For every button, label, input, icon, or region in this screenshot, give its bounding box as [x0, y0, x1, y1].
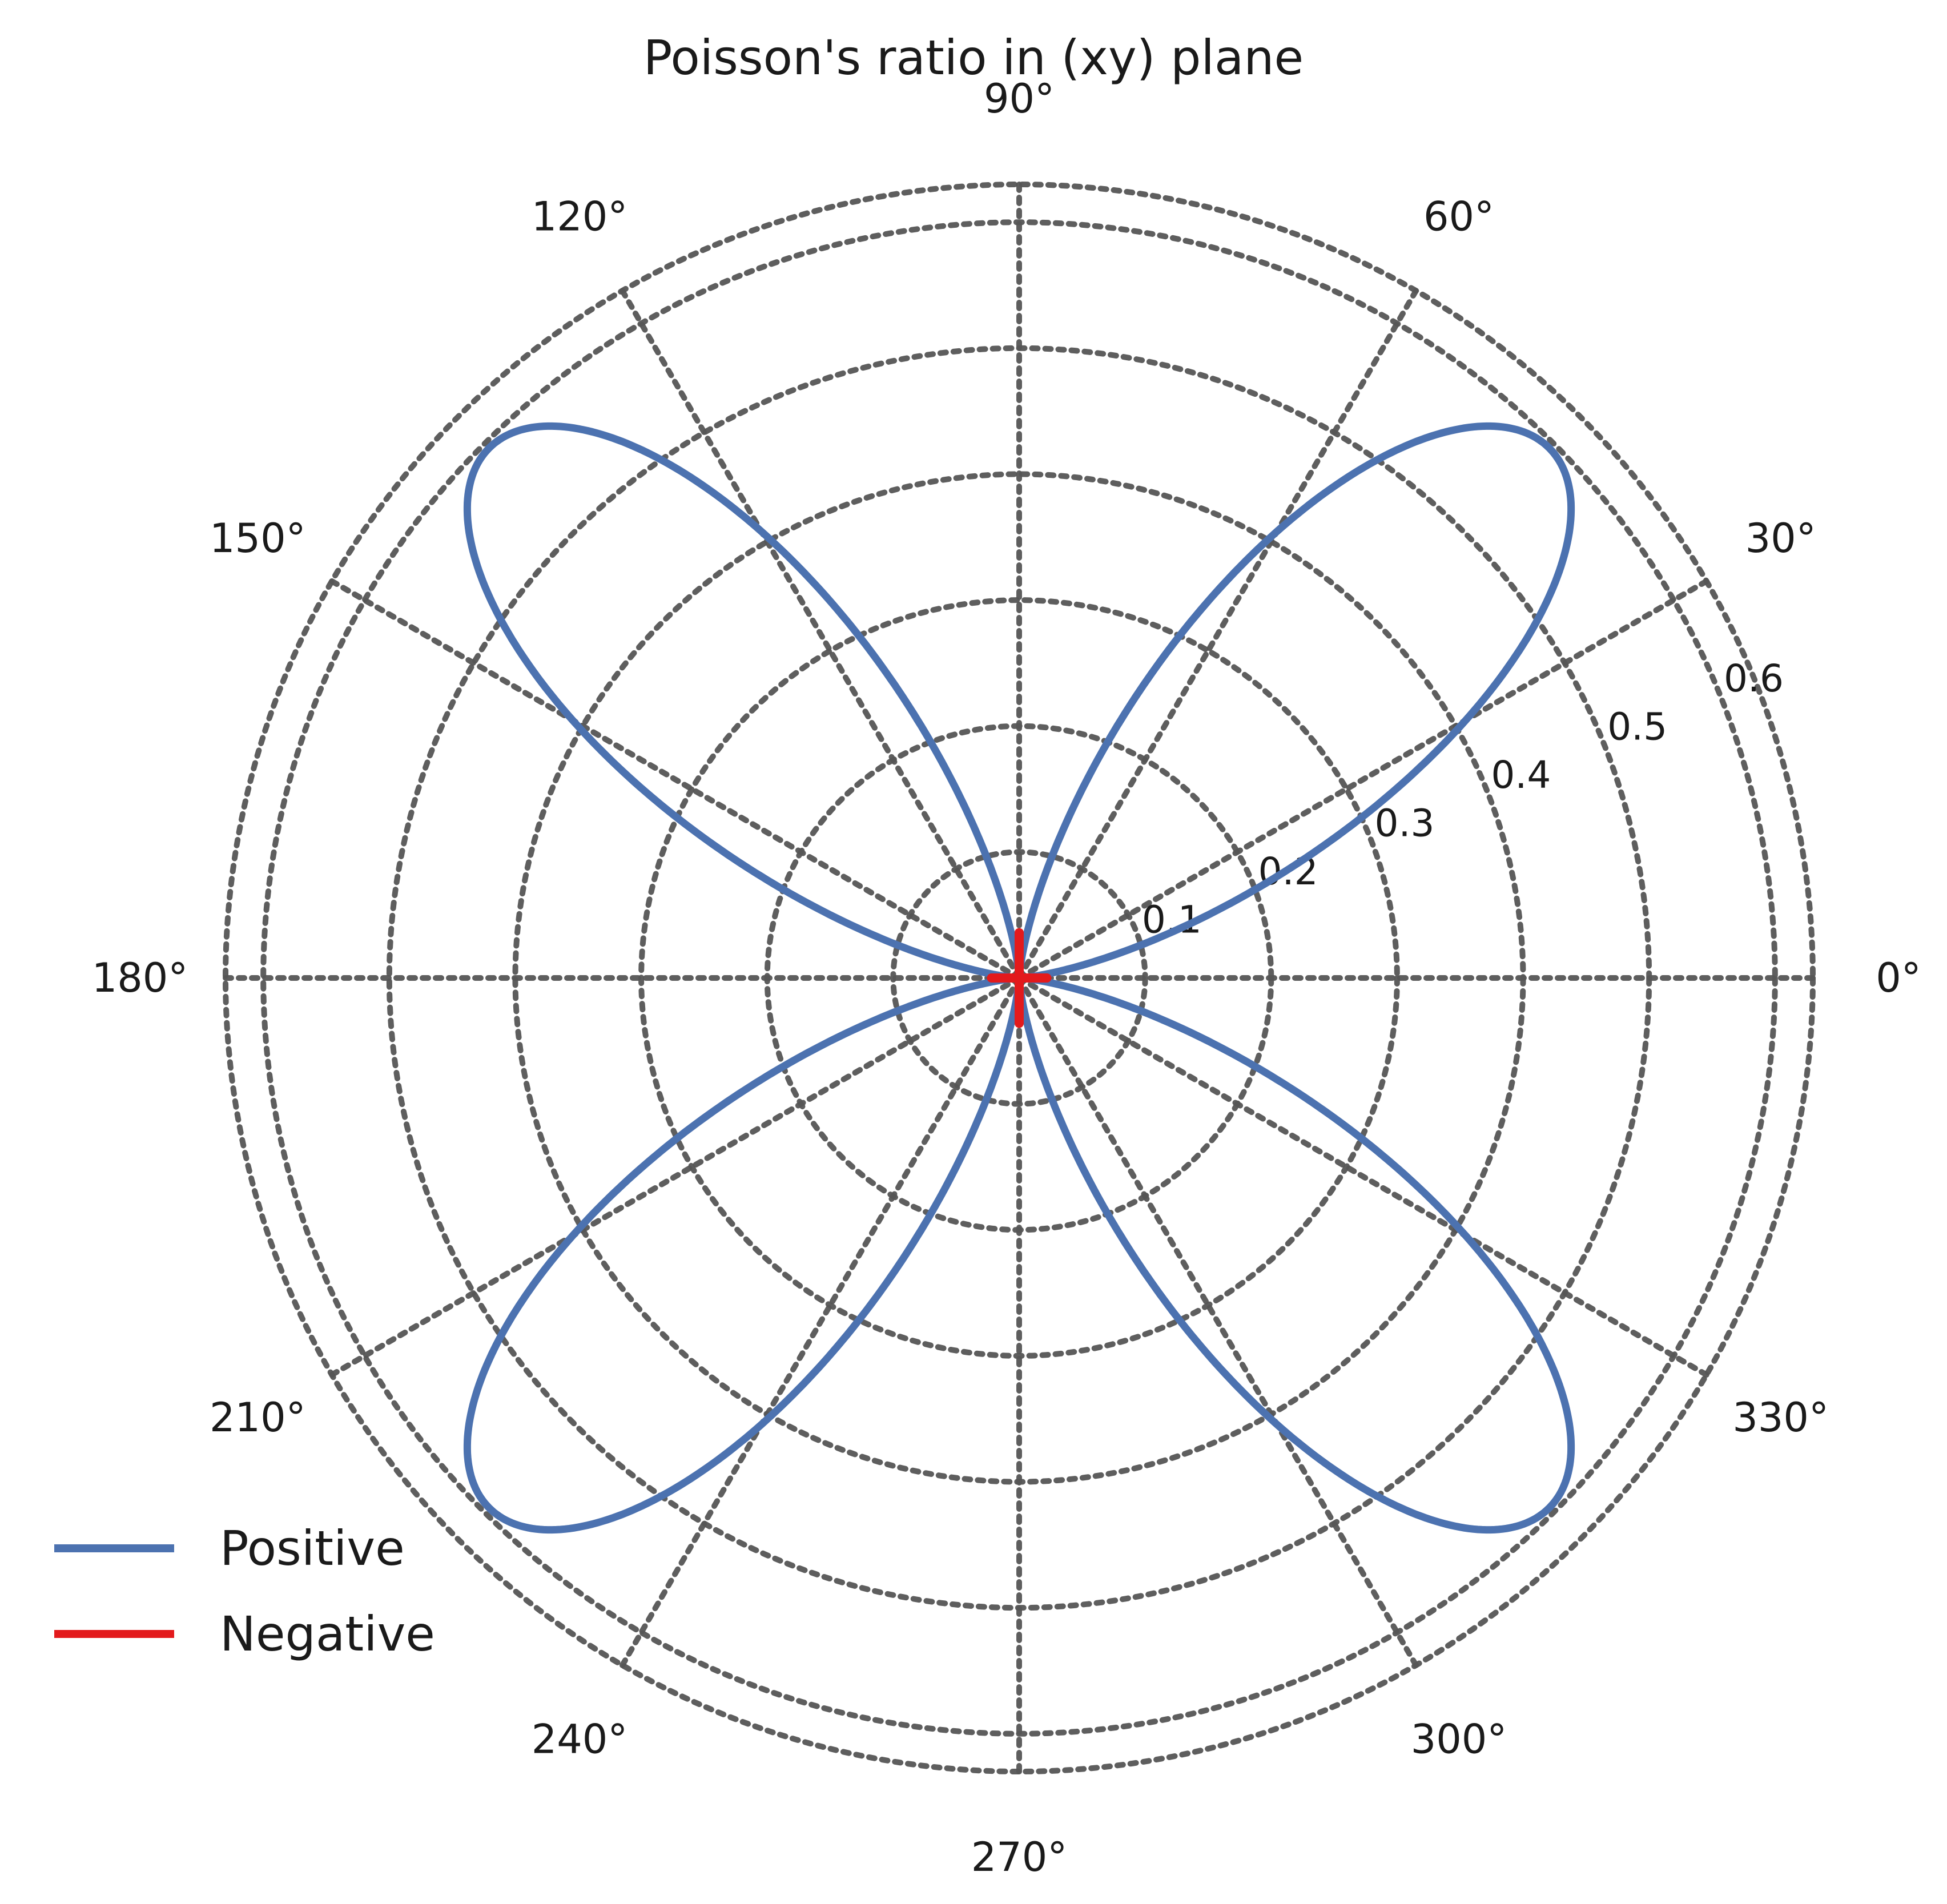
chart-title: Poisson's ratio in (xy) plane — [643, 30, 1304, 86]
theta-tick-label: 270° — [971, 1834, 1068, 1881]
theta-tick-label: 300° — [1411, 1716, 1507, 1763]
theta-tick-label: 240° — [532, 1716, 628, 1763]
theta-tick-label: 0° — [1876, 955, 1921, 1001]
grid-spoke-30 — [1016, 578, 1709, 981]
theta-tick-label: 60° — [1423, 193, 1494, 240]
theta-tick-label: 150° — [210, 515, 306, 562]
r-tick-label: 0.3 — [1375, 802, 1435, 846]
grid-spoke-300 — [1016, 975, 1419, 1668]
legend-label-positive: Positive — [220, 1520, 405, 1576]
r-tick-label: 0.5 — [1607, 705, 1667, 749]
theta-tick-label: 30° — [1745, 515, 1816, 562]
grid-ring-0.3 — [638, 597, 1400, 1359]
grid-spoke-330 — [1016, 975, 1709, 1378]
data-series — [463, 422, 1575, 1534]
grid-spoke-120 — [620, 288, 1022, 981]
theta-tick-label: 330° — [1732, 1394, 1829, 1441]
r-tick-label: 0.4 — [1491, 753, 1551, 797]
grid-spoke-240 — [620, 975, 1022, 1668]
grid-spoke-210 — [329, 975, 1022, 1378]
theta-tick-label: 120° — [532, 193, 628, 240]
legend-label-negative: Negative — [220, 1606, 435, 1662]
theta-tick-labels: 0° 30° 60° 90° 120° 150° 180° 210° 240° 270° 300° 3… — [92, 75, 1921, 1881]
theta-tick-label: 210° — [210, 1394, 306, 1441]
grid-spokes — [223, 182, 1816, 1774]
series-negative — [987, 928, 1052, 1028]
theta-tick-label: 90° — [984, 75, 1055, 122]
grid-spoke-150 — [329, 578, 1022, 981]
r-tick-label: 0.6 — [1724, 657, 1784, 701]
legend: Positive Negative — [54, 1520, 435, 1662]
theta-tick-label: 180° — [92, 955, 188, 1001]
grid-spoke-60 — [1016, 288, 1419, 981]
